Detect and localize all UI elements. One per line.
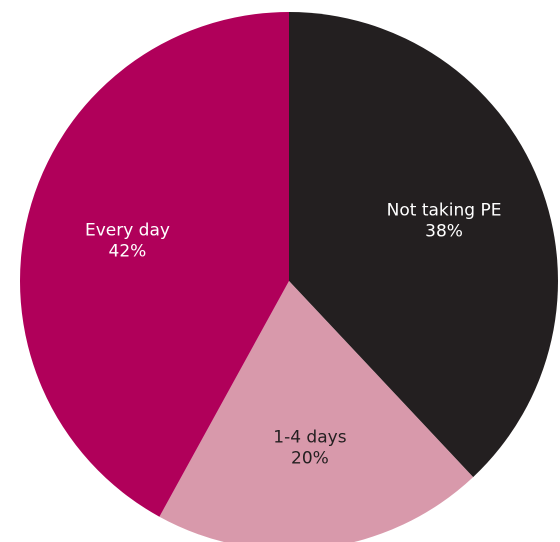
pie-slice-1 (159, 281, 474, 542)
slice-label-1: 1-4 days (273, 427, 346, 447)
pie-slice-2 (19, 12, 290, 517)
slice-label-2: Every day (85, 221, 170, 241)
slice-value-0: 38% (425, 222, 463, 242)
slice-label-0: Not taking PE (387, 201, 502, 221)
slice-value-2: 42% (109, 242, 147, 262)
pie-slice-0 (289, 12, 558, 478)
slice-value-1: 20% (291, 448, 329, 468)
